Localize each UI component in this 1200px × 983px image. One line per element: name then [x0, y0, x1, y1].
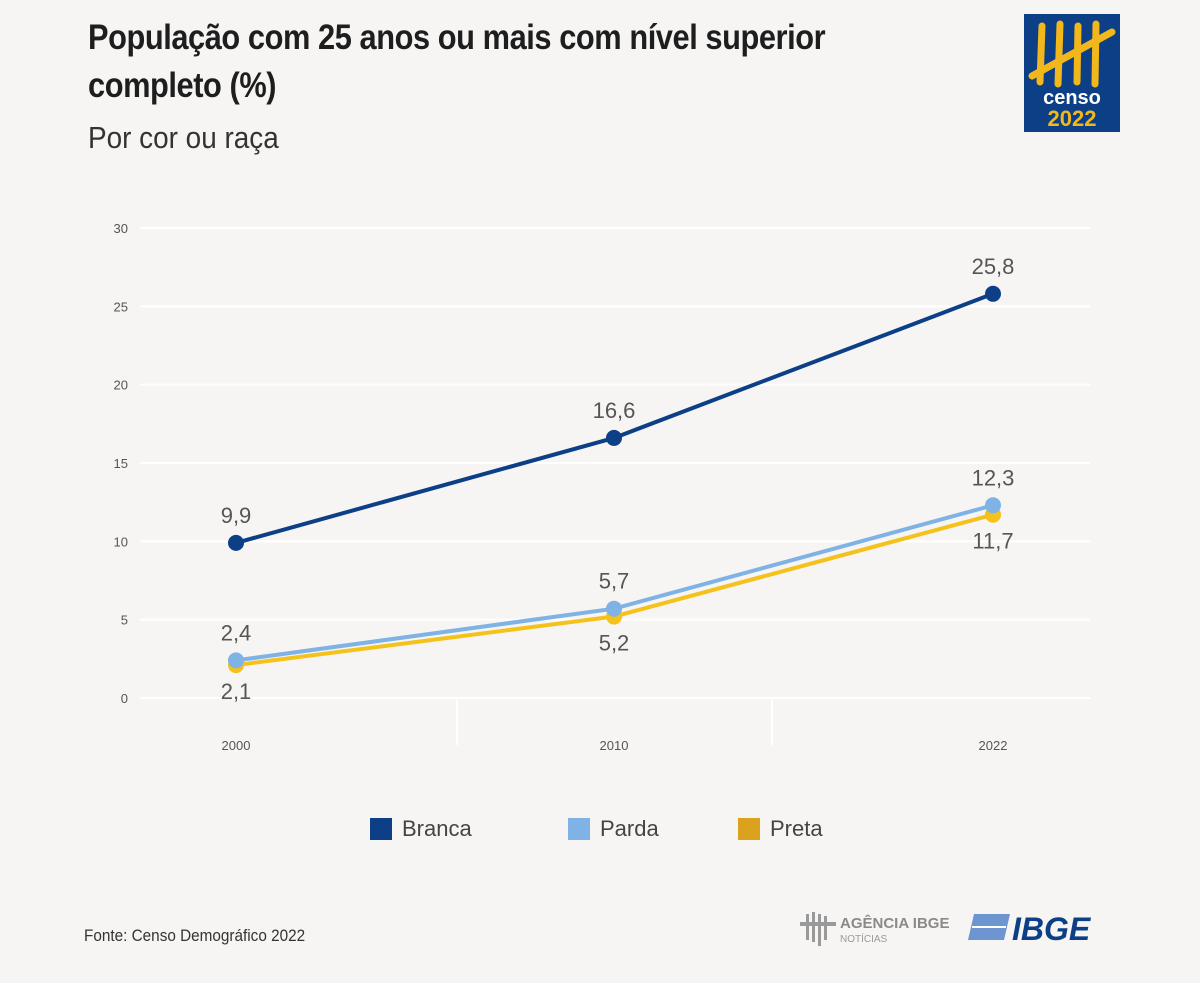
legend-label: Parda — [600, 816, 659, 841]
data-point-branca — [606, 429, 622, 446]
y-tick-label: 25 — [114, 299, 128, 314]
data-label-parda: 12,3 — [972, 465, 1015, 490]
censo-2022-logo: censo 2022 — [1024, 14, 1120, 132]
legend-swatch — [568, 818, 590, 840]
data-label-parda: 2,4 — [221, 620, 252, 645]
svg-text:censo: censo — [1043, 87, 1101, 109]
legend-item-branca: Branca — [370, 816, 472, 842]
data-label-branca: 25,8 — [972, 254, 1015, 279]
data-point-parda — [606, 600, 622, 617]
y-tick-label: 0 — [121, 691, 128, 706]
legend-label: Branca — [402, 816, 472, 841]
data-label-preta: 11,7 — [972, 529, 1013, 554]
data-point-branca — [228, 534, 244, 551]
y-tick-label: 15 — [114, 456, 128, 471]
data-label-branca: 16,6 — [593, 398, 636, 423]
source-note: Fonte: Censo Demográfico 2022 — [84, 926, 306, 945]
x-tick-label: 2000 — [222, 738, 251, 753]
chart-title: População com 25 anos ou mais com nível … — [88, 18, 826, 105]
legend-item-preta: Preta — [738, 816, 823, 842]
data-point-branca — [985, 285, 1001, 302]
data-label-preta: 5,2 — [599, 631, 630, 656]
y-tick-label: 30 — [114, 221, 128, 236]
legend-label: Preta — [770, 816, 823, 841]
x-tick-label: 2022 — [979, 738, 1008, 753]
svg-text:AGÊNCIA IBGE: AGÊNCIA IBGE — [840, 914, 949, 932]
y-tick-label: 20 — [114, 378, 128, 393]
legend-item-parda: Parda — [568, 816, 659, 842]
ibge-logo: IBGE — [966, 910, 1116, 947]
data-label-branca: 9,9 — [221, 503, 252, 528]
chart-subtitle: Por cor ou raça — [88, 120, 279, 155]
data-point-parda — [228, 652, 244, 669]
data-label-parda: 5,7 — [599, 569, 630, 594]
x-tick-label: 2010 — [600, 738, 629, 753]
data-label-preta: 2,1 — [221, 679, 252, 704]
legend-swatch — [738, 818, 760, 840]
svg-text:NOTÍCIAS: NOTÍCIAS — [840, 932, 888, 945]
svg-text:2022: 2022 — [1048, 106, 1097, 131]
data-point-parda — [985, 497, 1001, 514]
legend-swatch — [370, 818, 392, 840]
y-tick-label: 10 — [114, 534, 128, 549]
svg-text:IBGE: IBGE — [1012, 911, 1092, 946]
line-chart: 0 5 10 15 20 25 30 2000 2010 2022 9,9 16,6 25,8 2,4 5,… — [114, 221, 1090, 753]
agencia-ibge-logo: AGÊNCIA IBGE NOTÍCIAS — [798, 910, 958, 950]
y-tick-label: 5 — [121, 613, 128, 628]
